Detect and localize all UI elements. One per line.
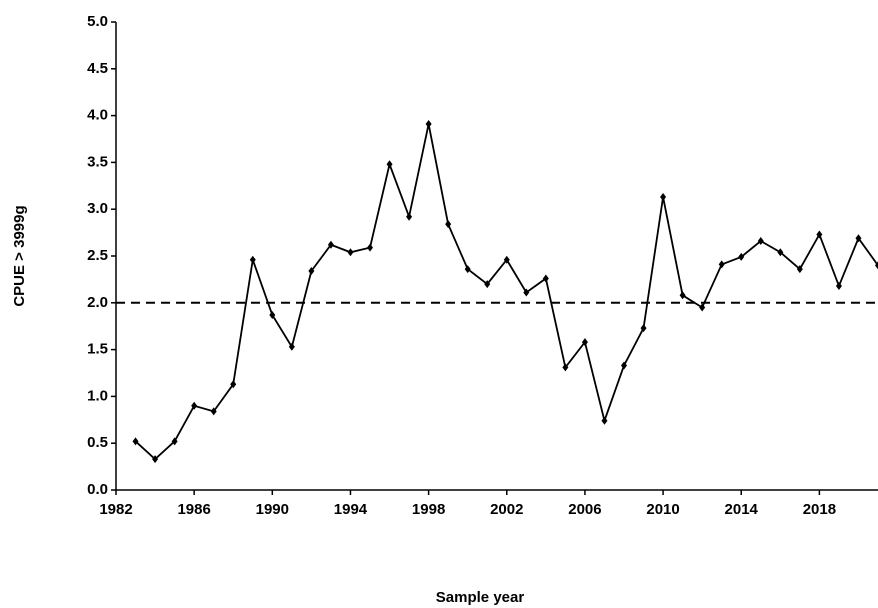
data-point bbox=[171, 437, 178, 446]
data-point bbox=[425, 120, 432, 129]
y-tick-label: 0.5 bbox=[87, 434, 108, 451]
data-point bbox=[875, 261, 878, 270]
x-tick-label: 2014 bbox=[725, 501, 759, 518]
data-point bbox=[269, 310, 276, 319]
x-tick-label: 1998 bbox=[412, 501, 445, 518]
data-line bbox=[134, 123, 878, 461]
x-tick-label: 1990 bbox=[256, 501, 289, 518]
y-tick-label: 5.0 bbox=[87, 13, 108, 30]
y-axis-label: CPUE > 3999g bbox=[11, 205, 28, 306]
data-point bbox=[308, 266, 315, 275]
data-point bbox=[210, 407, 217, 416]
data-point bbox=[835, 281, 842, 290]
data-point bbox=[796, 265, 803, 274]
data-point bbox=[503, 255, 510, 264]
data-point bbox=[230, 380, 237, 389]
data-point bbox=[152, 455, 159, 464]
data-point bbox=[327, 240, 334, 249]
data-point bbox=[718, 260, 725, 269]
data-point bbox=[816, 230, 823, 239]
x-tick-label: 2002 bbox=[490, 501, 523, 518]
data-point bbox=[640, 324, 647, 333]
data-point bbox=[347, 248, 354, 257]
data-point bbox=[738, 252, 745, 261]
data-point bbox=[777, 248, 784, 257]
data-point bbox=[249, 255, 256, 264]
data-point bbox=[757, 237, 764, 246]
y-tick-label: 0.0 bbox=[87, 481, 108, 498]
data-point bbox=[523, 288, 530, 297]
y-tick-label: 4.5 bbox=[87, 60, 108, 77]
y-tick-label: 3.5 bbox=[87, 153, 108, 170]
data-point bbox=[542, 274, 549, 283]
y-tick-label: 2.0 bbox=[87, 294, 108, 311]
data-point bbox=[699, 303, 706, 312]
data-point bbox=[484, 280, 491, 289]
x-tick-label: 2018 bbox=[803, 501, 836, 518]
data-point bbox=[855, 234, 862, 243]
x-tick-label: 2006 bbox=[568, 501, 601, 518]
data-point bbox=[581, 338, 588, 347]
data-point bbox=[601, 416, 608, 425]
y-tick-label: 3.0 bbox=[87, 200, 108, 217]
x-tick-label: 2010 bbox=[646, 501, 679, 518]
x-tick-label: 1994 bbox=[334, 501, 368, 518]
y-tick-label: 1.5 bbox=[87, 341, 108, 358]
x-tick-label: 1986 bbox=[177, 501, 210, 518]
data-point bbox=[191, 401, 198, 410]
x-axis-label: Sample year bbox=[436, 589, 525, 606]
data-point bbox=[445, 220, 452, 229]
data-point bbox=[660, 193, 667, 202]
y-tick-label: 1.0 bbox=[87, 387, 108, 404]
y-tick-label: 2.5 bbox=[87, 247, 108, 264]
y-tick-label: 4.0 bbox=[87, 107, 108, 124]
data-point bbox=[621, 361, 627, 370]
data-point bbox=[406, 212, 413, 221]
data-point bbox=[367, 243, 373, 252]
data-point bbox=[386, 160, 393, 169]
data-point bbox=[288, 342, 295, 351]
data-point bbox=[562, 363, 569, 372]
data-point bbox=[132, 437, 139, 446]
data-point bbox=[679, 291, 686, 300]
data-point bbox=[464, 265, 471, 274]
x-tick-label: 1982 bbox=[99, 501, 132, 518]
